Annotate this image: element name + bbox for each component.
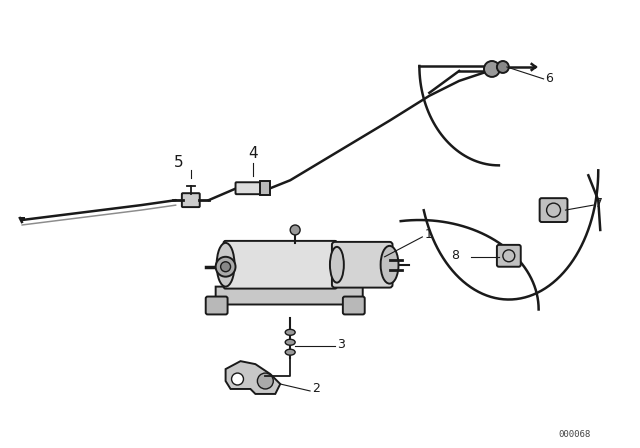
- Text: 5: 5: [174, 155, 184, 170]
- Polygon shape: [216, 287, 363, 305]
- FancyBboxPatch shape: [332, 242, 392, 288]
- Text: 4: 4: [248, 146, 258, 161]
- Circle shape: [257, 373, 273, 389]
- Circle shape: [484, 61, 500, 77]
- Polygon shape: [260, 181, 270, 195]
- FancyBboxPatch shape: [182, 193, 200, 207]
- Text: 8: 8: [451, 249, 459, 262]
- Ellipse shape: [330, 247, 344, 283]
- Text: 3: 3: [337, 338, 345, 351]
- Ellipse shape: [285, 339, 295, 345]
- Circle shape: [221, 262, 230, 271]
- FancyBboxPatch shape: [343, 297, 365, 314]
- FancyBboxPatch shape: [497, 245, 521, 267]
- Text: 2: 2: [312, 383, 320, 396]
- Text: 6: 6: [545, 73, 554, 86]
- Circle shape: [497, 61, 509, 73]
- FancyBboxPatch shape: [236, 182, 261, 194]
- Ellipse shape: [285, 329, 295, 335]
- Text: 7: 7: [595, 197, 604, 210]
- Ellipse shape: [217, 243, 234, 287]
- Polygon shape: [225, 361, 280, 394]
- Circle shape: [232, 373, 243, 385]
- Text: 000068: 000068: [559, 430, 591, 439]
- Circle shape: [216, 257, 236, 277]
- FancyBboxPatch shape: [223, 241, 337, 289]
- FancyBboxPatch shape: [205, 297, 228, 314]
- Ellipse shape: [381, 246, 399, 284]
- Ellipse shape: [285, 349, 295, 355]
- Circle shape: [290, 225, 300, 235]
- Text: 1: 1: [424, 228, 432, 241]
- FancyBboxPatch shape: [540, 198, 568, 222]
